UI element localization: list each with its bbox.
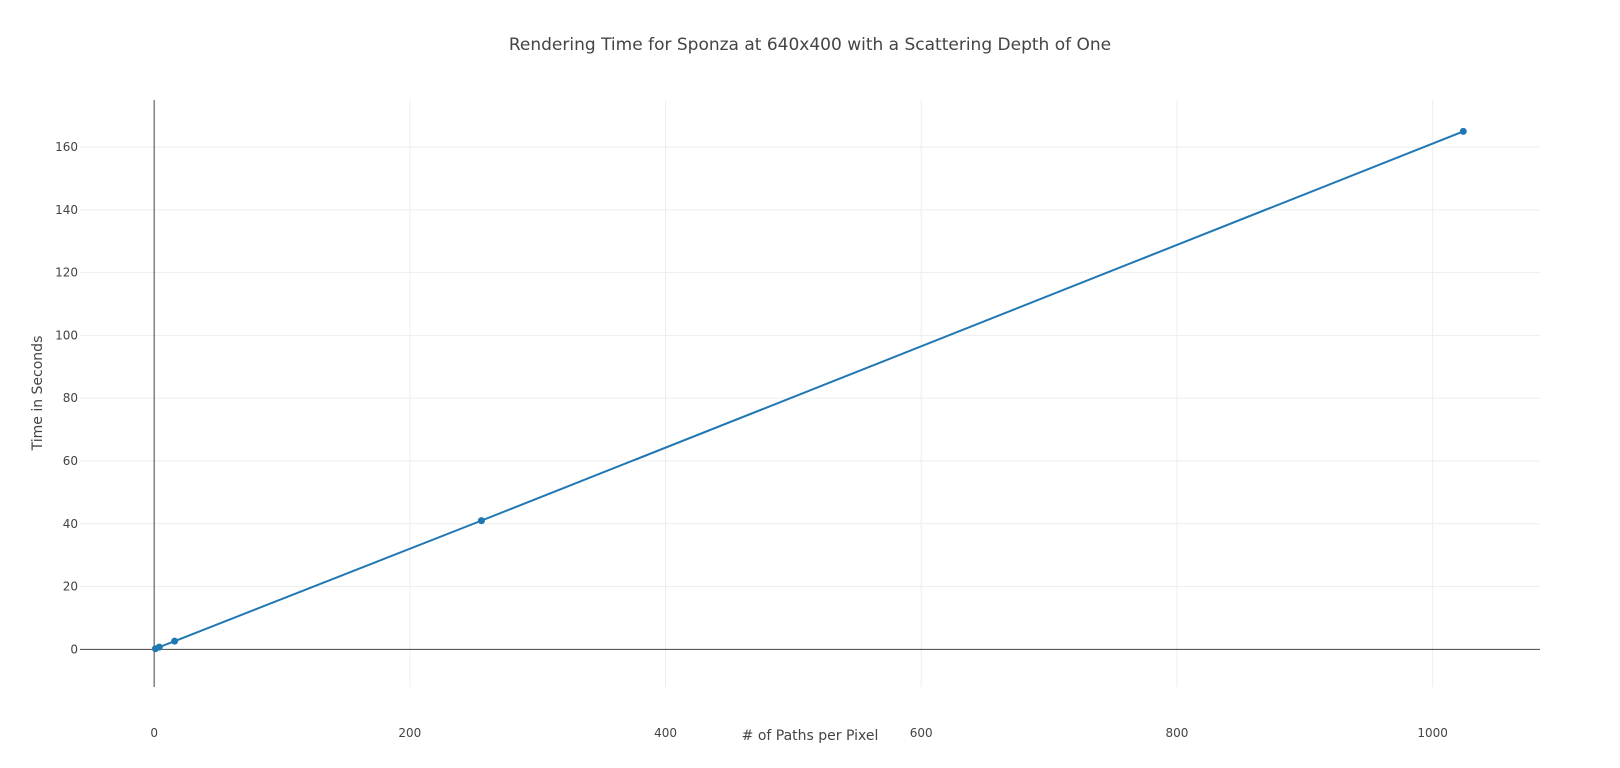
zero-lines xyxy=(80,100,1540,687)
y-tick-label: 100 xyxy=(55,328,78,342)
y-tick-label: 80 xyxy=(63,391,78,405)
data-point xyxy=(477,517,485,525)
x-axis-ticks: 0 200 400 600 800 1000 xyxy=(150,726,1448,740)
series-layer xyxy=(151,127,1467,653)
chart-title: Rendering Time for Sponza at 640x400 wit… xyxy=(509,35,1111,55)
x-tick-label: 0 xyxy=(150,726,158,740)
x-tick-label: 200 xyxy=(398,726,421,740)
grid xyxy=(80,100,1540,687)
y-tick-label: 0 xyxy=(70,642,78,656)
x-tick-label: 1000 xyxy=(1417,726,1448,740)
y-tick-label: 20 xyxy=(63,580,78,594)
y-tick-label: 160 xyxy=(55,140,78,154)
data-point xyxy=(1459,127,1467,135)
series-line xyxy=(155,130,1464,650)
data-point xyxy=(155,643,163,651)
x-axis-label: # of Paths per Pixel xyxy=(742,728,879,744)
y-tick-label: 140 xyxy=(55,203,78,217)
y-axis-ticks: 0 20 40 60 80 100 120 140 160 xyxy=(55,140,78,656)
data-point xyxy=(171,637,179,645)
x-tick-label: 600 xyxy=(910,726,933,740)
y-axis-label: Time in Seconds xyxy=(30,336,46,452)
y-tick-label: 60 xyxy=(63,454,78,468)
x-tick-label: 400 xyxy=(654,726,677,740)
y-tick-label: 40 xyxy=(63,517,78,531)
y-tick-label: 120 xyxy=(55,266,78,280)
x-tick-label: 800 xyxy=(1165,726,1188,740)
